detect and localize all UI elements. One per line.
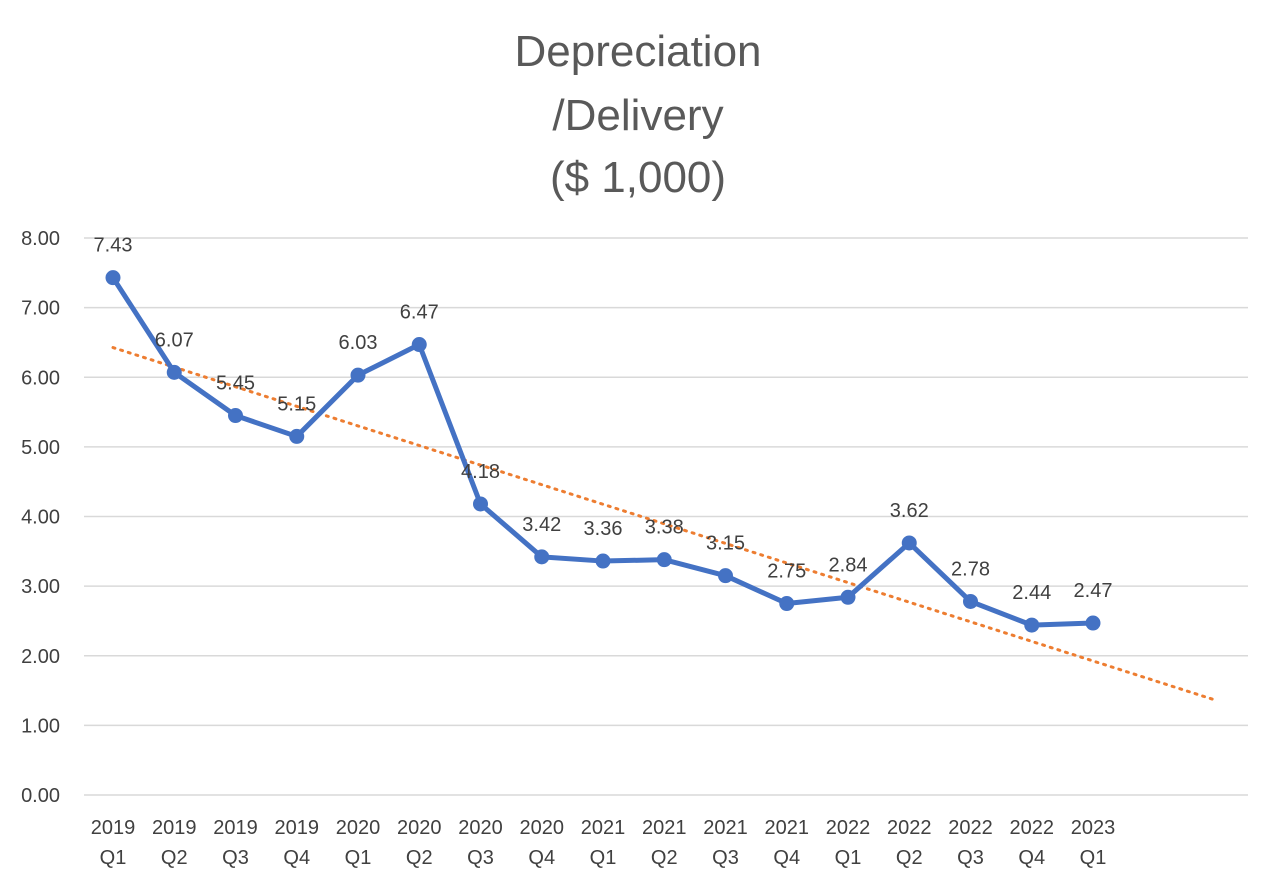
data-point (1085, 615, 1101, 631)
data-label: 2.75 (767, 561, 806, 583)
data-point (779, 596, 795, 612)
x-tick-label-year: 2020 (397, 817, 442, 839)
data-point (289, 428, 305, 444)
data-label: 6.03 (339, 332, 378, 354)
x-tick-label-year: 2019 (213, 817, 258, 839)
y-tick-label: 0.00 (21, 785, 60, 807)
y-tick-label: 2.00 (21, 646, 60, 668)
y-tick-label: 6.00 (21, 367, 60, 389)
trendline-group (111, 346, 1217, 702)
data-label: 6.47 (400, 302, 439, 324)
data-point (963, 593, 978, 609)
y-tick-label: 3.00 (21, 576, 60, 598)
data-label: 3.38 (645, 517, 684, 539)
data-label: 2.47 (1074, 580, 1113, 602)
x-tick-label-quarter: Q4 (528, 847, 555, 869)
x-tick-label-year: 2019 (91, 817, 136, 839)
x-tick-label-year: 2022 (1010, 817, 1055, 839)
x-tick-label-year: 2021 (581, 817, 626, 839)
data-point (840, 589, 856, 605)
x-tick-label-quarter: Q2 (161, 847, 188, 869)
x-tick-label-quarter: Q3 (222, 847, 249, 869)
data-point (228, 408, 243, 424)
y-tick-label: 8.00 (21, 228, 60, 250)
y-tick-label: 5.00 (21, 437, 60, 459)
data-point (166, 364, 182, 380)
data-point (901, 535, 917, 551)
data-point (656, 552, 672, 568)
x-tick-label-quarter: Q4 (283, 847, 310, 869)
x-tick-label-quarter: Q3 (467, 847, 494, 869)
chart-title-line-1: Depreciation (514, 27, 761, 76)
x-tick-label-year: 2019 (275, 817, 320, 839)
data-point (350, 367, 366, 383)
data-label: 6.07 (155, 329, 194, 351)
x-tick-label-year: 2022 (826, 817, 871, 839)
x-tick-label-quarter: Q1 (1080, 847, 1107, 869)
data-point (411, 337, 427, 353)
series-line (110, 275, 1096, 628)
y-tick-label: 1.00 (21, 715, 60, 737)
y-tick-label: 4.00 (21, 507, 60, 529)
series-group (105, 270, 1101, 633)
x-tick-label-year: 2020 (458, 817, 503, 839)
x-tick-label-year: 2019 (152, 817, 197, 839)
x-tick-label-year: 2021 (765, 817, 810, 839)
x-tick-label-year: 2020 (336, 817, 381, 839)
x-tick-label-quarter: Q1 (345, 847, 372, 869)
x-tick-label-quarter: Q1 (100, 847, 127, 869)
data-label: 4.18 (461, 461, 500, 483)
data-label: 3.36 (584, 518, 623, 540)
data-labels: 7.43 6.07 5.45 5.15 6.03 6.47 4.18 3.42 3.36 3.38… (94, 235, 1113, 604)
chart-title-line-2: /Delivery (552, 91, 723, 140)
gridlines (84, 237, 1248, 796)
chart-title-line-3: ($ 1,000) (550, 153, 726, 202)
data-label: 3.62 (890, 500, 929, 522)
chart-title: Depreciation /Delivery ($ 1,000) (514, 27, 761, 202)
x-tick-label-year: 2023 (1071, 817, 1116, 839)
x-tick-label-quarter: Q2 (406, 847, 433, 869)
data-label: 3.42 (522, 514, 561, 536)
x-tick-label-quarter: Q4 (1018, 847, 1045, 869)
x-tick-label-year: 2020 (520, 817, 565, 839)
y-axis-tick-labels: 0.00 1.00 2.00 3.00 4.00 5.00 6.00 7.00 8.00 (21, 228, 60, 807)
data-label: 2.84 (829, 554, 868, 576)
data-point (534, 549, 550, 565)
y-tick-label: 7.00 (21, 298, 60, 320)
data-point (595, 553, 611, 569)
x-tick-label-quarter: Q2 (651, 847, 678, 869)
data-point (1024, 617, 1040, 633)
x-tick-label-quarter: Q3 (957, 847, 984, 869)
x-tick-label-quarter: Q1 (590, 847, 617, 869)
linear-trendline (111, 346, 1217, 702)
x-tick-label-quarter: Q3 (712, 847, 739, 869)
data-point (473, 496, 488, 512)
data-label: 7.43 (94, 235, 133, 257)
data-point (105, 270, 121, 286)
x-tick-label-quarter: Q2 (896, 847, 923, 869)
x-axis-tick-labels: 2019 Q1 2019 Q2 2019 Q3 2019 Q4 2020 Q1 2020 Q2 2020… (91, 817, 1116, 869)
data-label: 2.78 (951, 558, 990, 580)
x-tick-label-year: 2022 (887, 817, 932, 839)
data-point (718, 568, 733, 584)
data-label: 2.44 (1012, 582, 1051, 604)
x-tick-label-year: 2021 (703, 817, 748, 839)
data-label: 5.15 (277, 393, 316, 415)
data-label: 5.45 (216, 373, 255, 395)
x-tick-label-quarter: Q4 (773, 847, 800, 869)
x-tick-label-year: 2022 (948, 817, 993, 839)
data-label: 3.15 (706, 533, 745, 555)
x-tick-label-quarter: Q1 (835, 847, 862, 869)
x-tick-label-year: 2021 (642, 817, 687, 839)
